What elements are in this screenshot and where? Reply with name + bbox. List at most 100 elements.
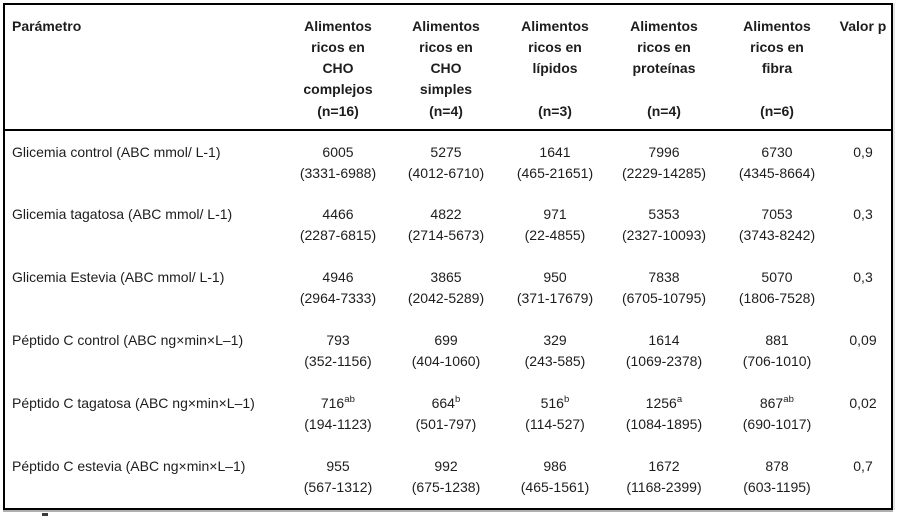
range-value: (404-1060) [411, 353, 481, 369]
range-value: (675-1238) [411, 479, 481, 495]
value-cell: 6005 (3331-6988) [285, 130, 391, 193]
column-title-line: Alimentos [521, 18, 589, 34]
column-header-parametro: Parámetro [5, 5, 285, 130]
range-value: (114-527) [525, 416, 585, 432]
p-value: 0,3 [853, 206, 873, 222]
column-title-line: CHO [430, 60, 462, 76]
row-label: Glicemia Estevia (ABC mmol/ L-1) [12, 269, 225, 285]
table-row: Glicemia tagatosa (ABC mmol/ L-1) 4466 (22… [5, 193, 891, 256]
table-row: Péptido C tagatosa (ABC ng×min×L–1) 716ab… [5, 382, 891, 445]
median-value: 4822 [430, 206, 462, 222]
median-value: 699 [434, 332, 458, 348]
median-value: 5353 [648, 206, 680, 222]
value-cell: 4822 (2714-5673) [391, 193, 501, 256]
value-cell: 1256a (1084-1895) [609, 382, 719, 445]
column-title-line: ricos en [419, 39, 473, 55]
median-value: 881 [765, 332, 789, 348]
significance-superscript: b [454, 393, 461, 405]
value-cell: 7996 (2229-14285) [609, 130, 719, 193]
median-value: 1614 [648, 332, 680, 348]
value-cell: 5070 (1806-7528) [719, 256, 835, 319]
significance-superscript: b [563, 393, 570, 405]
column-sample-size: (n=4) [647, 103, 681, 119]
row-label: Glicemia tagatosa (ABC mmol/ L-1) [12, 206, 233, 222]
range-value: (2287-6815) [299, 227, 377, 243]
column-title-line: fibra [761, 60, 793, 76]
p-value: 0,09 [849, 332, 877, 348]
row-label: Péptido C control (ABC ng×min×L–1) [12, 332, 244, 348]
column-sample-size: (n=6) [760, 103, 794, 119]
range-value: (706-1010) [742, 353, 812, 369]
column-title-line: simples [419, 81, 473, 97]
range-value: (2229-14285) [621, 165, 707, 181]
median-value: 664b [431, 393, 461, 411]
range-value: (194-1123) [304, 416, 372, 432]
table-row: Péptido C control (ABC ng×min×L–1) 793 (35… [5, 319, 891, 382]
range-value: (465-21651) [516, 165, 594, 181]
value-cell: 4466 (2287-6815) [285, 193, 391, 256]
median-value: 5275 [430, 144, 462, 160]
p-value: 0,3 [853, 269, 873, 285]
median-value: 1641 [539, 144, 571, 160]
median-value: 793 [326, 332, 350, 348]
median-value: 1256a [645, 393, 683, 411]
value-cell: 950 (371-17679) [501, 256, 609, 319]
value-cell: 4946 (2964-7333) [285, 256, 391, 319]
row-label: Péptido C estevia (ABC ng×min×L–1) [12, 458, 246, 474]
value-cell: 6730 (4345-8664) [719, 130, 835, 193]
range-value: (1168-2399) [626, 479, 702, 495]
median-value: 955 [326, 458, 350, 474]
median-value: 5070 [761, 269, 793, 285]
table-row: Glicemia control (ABC mmol/ L-1) 6005 (333… [5, 130, 891, 193]
range-value: (3331-6988) [299, 165, 377, 181]
range-value: (6705-10795) [621, 290, 707, 306]
median-value: 971 [543, 206, 567, 222]
column-title: Alimentos ricos en proteínas [630, 16, 698, 79]
value-cell: 793 (352-1156) [285, 319, 391, 382]
value-cell: 7053 (3743-8242) [719, 193, 835, 256]
value-cell: 955 (567-1312) [285, 445, 391, 508]
value-cell: 992 (675-1238) [391, 445, 501, 508]
range-value: (2042-5289) [407, 290, 485, 306]
column-title: Alimentos ricos en lípidos [521, 16, 589, 79]
column-title-line: proteínas [632, 60, 696, 76]
value-cell: 867ab (690-1017) [719, 382, 835, 445]
column-header-food-group-3: Alimentos ricos en lípidos (n=3) [501, 5, 609, 130]
range-value: (567-1312) [303, 479, 373, 495]
results-table: Parámetro Alimentos ricos en CHO complejos (… [3, 3, 893, 510]
column-title-line: ricos en [637, 39, 691, 55]
range-value: (1806-7528) [738, 290, 816, 306]
range-value: (2964-7333) [299, 290, 377, 306]
range-value: (352-1156) [304, 353, 372, 369]
median-value: 986 [543, 458, 567, 474]
column-title-line: ricos en [528, 39, 582, 55]
column-header-food-group-1: Alimentos ricos en CHO complejos (n=16) [285, 5, 391, 130]
range-value: (2714-5673) [407, 227, 485, 243]
median-value: 7996 [648, 144, 680, 160]
median-value: 867ab [759, 393, 795, 411]
range-value: (3743-8242) [738, 227, 816, 243]
column-title-line: Alimentos [630, 18, 698, 34]
range-value: (4012-6710) [407, 165, 485, 181]
range-value: (603-1195) [743, 479, 811, 495]
column-title-line: CHO [322, 60, 354, 76]
range-value: (1084-1895) [625, 416, 703, 432]
column-sample-size: (n=4) [429, 103, 463, 119]
value-cell: 516b (114-527) [501, 382, 609, 445]
p-value: 0,9 [853, 144, 873, 160]
column-title-line: lípidos [532, 60, 578, 76]
column-header-food-group-2: Alimentos ricos en CHO simples (n=4) [391, 5, 501, 130]
significance-superscript: ab [783, 393, 795, 405]
row-label: Glicemia control (ABC mmol/ L-1) [12, 144, 221, 160]
range-value: (243-585) [524, 353, 586, 369]
column-sample-size: (n=3) [538, 103, 572, 119]
column-title-line: ricos en [750, 39, 804, 55]
valor-p-label: Valor p [839, 18, 887, 34]
footnote-fragment [42, 513, 48, 516]
value-cell: 3865 (2042-5289) [391, 256, 501, 319]
value-cell: 716ab (194-1123) [285, 382, 391, 445]
median-value: 716ab [320, 393, 356, 411]
value-cell: 329 (243-585) [501, 319, 609, 382]
median-value: 329 [543, 332, 567, 348]
